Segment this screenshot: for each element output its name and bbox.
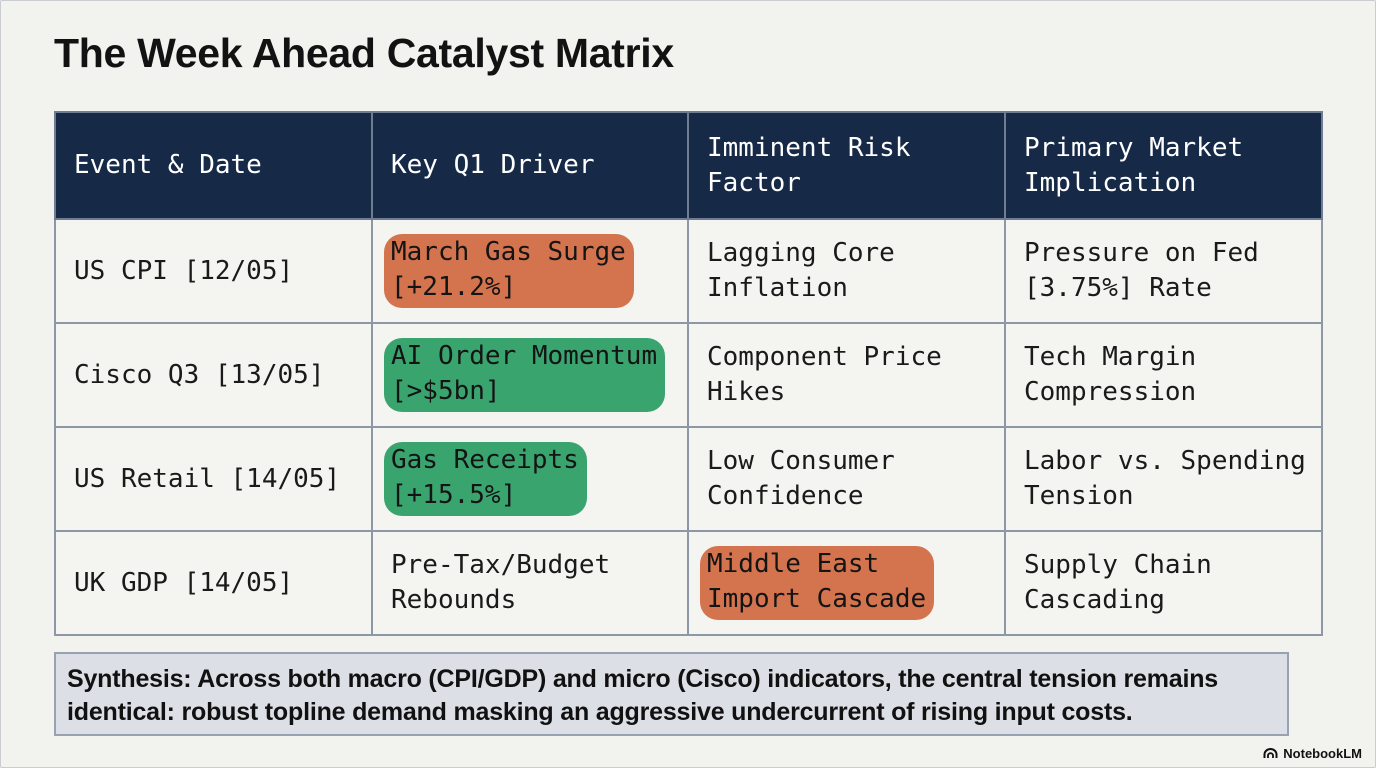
event-cell: UK GDP [14/05] — [54, 530, 373, 636]
table-row: US Retail [14/05] Gas Receipts [+15.5%] … — [54, 426, 1323, 532]
implication-cell: Labor vs. Spending Tension — [1004, 426, 1323, 532]
risk-cell: Component Price Hikes — [687, 322, 1006, 428]
driver-cell: AI Order Momentum [>$5bn] — [371, 322, 689, 428]
event-cell: Cisco Q3 [13/05] — [54, 322, 373, 428]
event-cell: US Retail [14/05] — [54, 426, 373, 532]
synthesis-box: Synthesis: Across both macro (CPI/GDP) a… — [54, 652, 1289, 736]
synthesis-line: Synthesis: Across both macro (CPI/GDP) a… — [67, 665, 1218, 693]
driver-cell: March Gas Surge [+21.2%] — [371, 218, 689, 324]
risk-cell: Middle East Import Cascade — [687, 530, 1006, 636]
page-title: The Week Ahead Catalyst Matrix — [54, 30, 674, 76]
synthesis-line: identical: robust topline demand masking… — [67, 698, 1133, 726]
header-event-date: Event & Date — [54, 111, 373, 220]
highlight-pill: AI Order Momentum [>$5bn] — [384, 338, 666, 412]
implication-cell: Supply Chain Cascading — [1004, 530, 1323, 636]
risk-cell: Lagging Core Inflation — [687, 218, 1006, 324]
table-row: US CPI [12/05] March Gas Surge [+21.2%] … — [54, 218, 1323, 324]
driver-cell: Pre-Tax/Budget Rebounds — [371, 530, 689, 636]
driver-cell: Gas Receipts [+15.5%] — [371, 426, 689, 532]
brand-watermark: NotebookLM — [1263, 746, 1362, 761]
table-header-row: Event & Date Key Q1 Driver Imminent Risk… — [54, 111, 1323, 220]
table-row: UK GDP [14/05] Pre-Tax/Budget Rebounds M… — [54, 530, 1323, 636]
brand-label: NotebookLM — [1283, 746, 1362, 761]
implication-cell: Tech Margin Compression — [1004, 322, 1323, 428]
event-cell: US CPI [12/05] — [54, 218, 373, 324]
risk-cell: Low Consumer Confidence — [687, 426, 1006, 532]
catalyst-matrix-table: Event & Date Key Q1 Driver Imminent Risk… — [54, 111, 1323, 636]
highlight-pill: March Gas Surge [+21.2%] — [384, 234, 634, 308]
header-key-driver: Key Q1 Driver — [371, 111, 689, 220]
implication-cell: Pressure on Fed [3.75%] Rate — [1004, 218, 1323, 324]
notebooklm-logo-icon — [1263, 748, 1278, 759]
highlight-pill: Gas Receipts [+15.5%] — [384, 442, 587, 516]
table-row: Cisco Q3 [13/05] AI Order Momentum [>$5b… — [54, 322, 1323, 428]
header-risk-factor: Imminent Risk Factor — [687, 111, 1006, 220]
highlight-pill: Middle East Import Cascade — [700, 546, 935, 620]
header-market-implication: Primary Market Implication — [1004, 111, 1323, 220]
